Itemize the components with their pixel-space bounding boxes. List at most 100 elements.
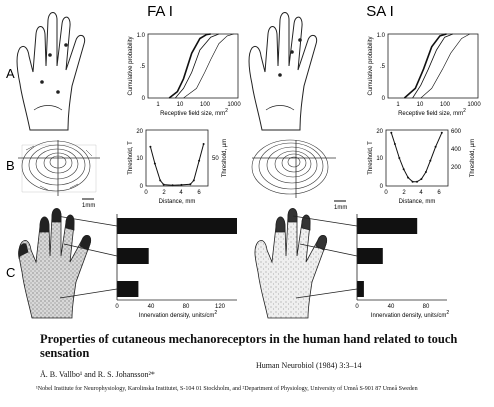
b-fa-ylabel-right: Threshold, µm <box>222 139 228 177</box>
chart-c-fa-bars <box>117 218 237 297</box>
figure: FA I SA I A B C 0 .5 1.0 1 10 100 1000 R… <box>6 3 481 319</box>
b-sa-xlabel: Distance, mm <box>399 199 436 205</box>
c-sa-bar-finger <box>357 248 383 264</box>
a-sa-xtick-1: 10 <box>417 102 424 108</box>
contour-map-sa <box>251 139 346 202</box>
paper-title: Properties of cutaneous mechanoreceptors… <box>40 332 458 360</box>
b-fa-point <box>171 184 174 187</box>
b-fa-point <box>189 183 192 186</box>
b-sa-point <box>398 157 401 159</box>
leader-lines-fa <box>56 215 118 299</box>
contour-map-fa <box>18 140 100 200</box>
b-sa-ytick-0: 0 <box>380 184 384 190</box>
c-fa-xtick-0: 0 <box>115 304 119 310</box>
c-fa-xtick-1: 40 <box>148 304 155 310</box>
chart-b-sa: 0 10 20 200 400 600 0 2 4 6 Distance, mm… <box>368 129 476 205</box>
c-fa-xtick-2: 80 <box>183 304 190 310</box>
b-fa-series-0 <box>149 143 205 186</box>
chart-a-fa: 0 .5 1.0 1 10 100 1000 Receptive field s… <box>128 33 241 117</box>
a-fa-ytick-0: 0 <box>142 96 146 102</box>
b-fa-xtick-3: 6 <box>197 190 201 196</box>
b-fa-point <box>198 159 201 162</box>
c-fa-bar-palm <box>117 281 139 297</box>
b-sa-xtick-3: 6 <box>437 190 441 196</box>
b-sa-point <box>434 145 437 148</box>
c-sa-xlabel: Innervation density, units/cm2 <box>371 310 450 319</box>
paper-authors: Å. B. Vallbo¹ and R. S. Johansson²* <box>40 370 155 379</box>
b-sa-point <box>402 168 405 171</box>
chart-a-sa-curves <box>403 33 470 99</box>
a-fa-xtick-1: 10 <box>177 102 184 108</box>
b-fa-xtick-0: 0 <box>144 190 148 196</box>
chart-c-fa: 0 40 80 120 Innervation density, units/c… <box>115 214 237 319</box>
chart-c-sa-bars <box>357 218 418 297</box>
b-fa-ylabel-left: Threshold, T <box>128 141 134 175</box>
chart-b-fa-curve <box>149 143 205 187</box>
a-sa-ytick-2: 1.0 <box>377 33 386 39</box>
a-sa-ytick-1: .5 <box>380 64 386 70</box>
b-fa-xlabel: Distance, mm <box>159 199 196 205</box>
b-sa-point <box>429 159 432 162</box>
b-sa-ytick-right-2: 600 <box>451 129 462 135</box>
c-sa-xtick-0: 0 <box>355 304 359 310</box>
row-label-b: B <box>6 158 15 173</box>
column-title-fa: FA I <box>147 3 173 20</box>
b-fa-point <box>159 179 162 182</box>
b-fa-point <box>192 179 195 182</box>
b-fa-ytick-1: 10 <box>136 156 143 162</box>
b-fa-point <box>153 162 156 165</box>
chart-b-sa-curve <box>390 131 443 183</box>
c-fa-xtick-3: 120 <box>215 304 226 310</box>
c-fa-bar-finger <box>117 248 149 264</box>
chart-a-fa-curves <box>168 33 234 99</box>
leader-lines-sa <box>292 215 358 299</box>
b-sa-xtick-2: 4 <box>419 190 423 196</box>
b-sa-ytick-right-0: 200 <box>451 165 462 171</box>
a-sa-ytick-0: 0 <box>382 96 386 102</box>
journal-citation: Human Neurobiol (1984) 3:3–14 <box>256 361 362 370</box>
b-fa-ytick-0: 0 <box>140 184 144 190</box>
b-sa-ylabel-right: Threshold, µm <box>470 139 476 177</box>
b-fa-xtick-1: 2 <box>162 190 166 196</box>
chart-b-fa: 0 10 20 50 0 2 4 6 Distance, mm Threshol… <box>128 129 228 205</box>
b-sa-xtick-1: 2 <box>402 190 406 196</box>
b-fa-point <box>149 145 152 148</box>
chart-c-sa: 0 40 80 Innervation density, units/cm2 <box>355 214 449 319</box>
b-fa-point <box>162 183 165 186</box>
c-fa-bar-fingertip <box>117 218 237 234</box>
c-sa-bar-fingertip <box>357 218 418 234</box>
hand-density-sa <box>254 208 328 319</box>
a-sa-series-1 <box>412 33 454 99</box>
a-fa-series-0 <box>168 33 211 99</box>
hand-outline-fa <box>16 12 86 131</box>
b-sa-point <box>420 178 423 180</box>
b-fa-ytick-2: 20 <box>136 129 143 135</box>
b-sa-point <box>424 171 427 173</box>
a-sa-xlabel: Receptive field size, mm2 <box>398 108 466 117</box>
b-sa-point <box>393 143 396 145</box>
b-sa-point <box>407 176 410 179</box>
a-fa-ytick-1: .5 <box>140 64 146 70</box>
b-fa-point <box>180 183 183 186</box>
row-label-a: A <box>6 66 15 81</box>
c-sa-bar-palm <box>357 281 364 297</box>
b-sa-xtick-0: 0 <box>384 190 388 196</box>
b-sa-ylabel-left: Threshold, T <box>368 141 374 175</box>
c-fa-xlabel: Innervation density, units/cm2 <box>139 310 218 319</box>
b-sa-ytick-right-1: 400 <box>451 147 462 153</box>
a-fa-series-1 <box>174 33 220 99</box>
scale-bar-label-sa: 1mm <box>334 205 347 211</box>
b-sa-point <box>416 180 418 183</box>
row-label-c: C <box>6 265 15 280</box>
a-sa-xtick-0: 1 <box>396 102 400 108</box>
c-sa-xtick-1: 40 <box>388 304 395 310</box>
b-sa-ytick-2: 20 <box>376 129 383 135</box>
b-fa-xtick-2: 4 <box>179 190 183 196</box>
scale-bar-label-fa: 1mm <box>82 203 95 209</box>
b-sa-point <box>411 180 414 183</box>
b-sa-series-0 <box>390 132 443 183</box>
author-affiliations: ¹Nobel Institute for Neurophysiology, Ka… <box>36 386 418 392</box>
hand-density-fa <box>18 208 92 319</box>
b-sa-point <box>390 131 393 134</box>
a-fa-xtick-0: 1 <box>156 102 160 108</box>
